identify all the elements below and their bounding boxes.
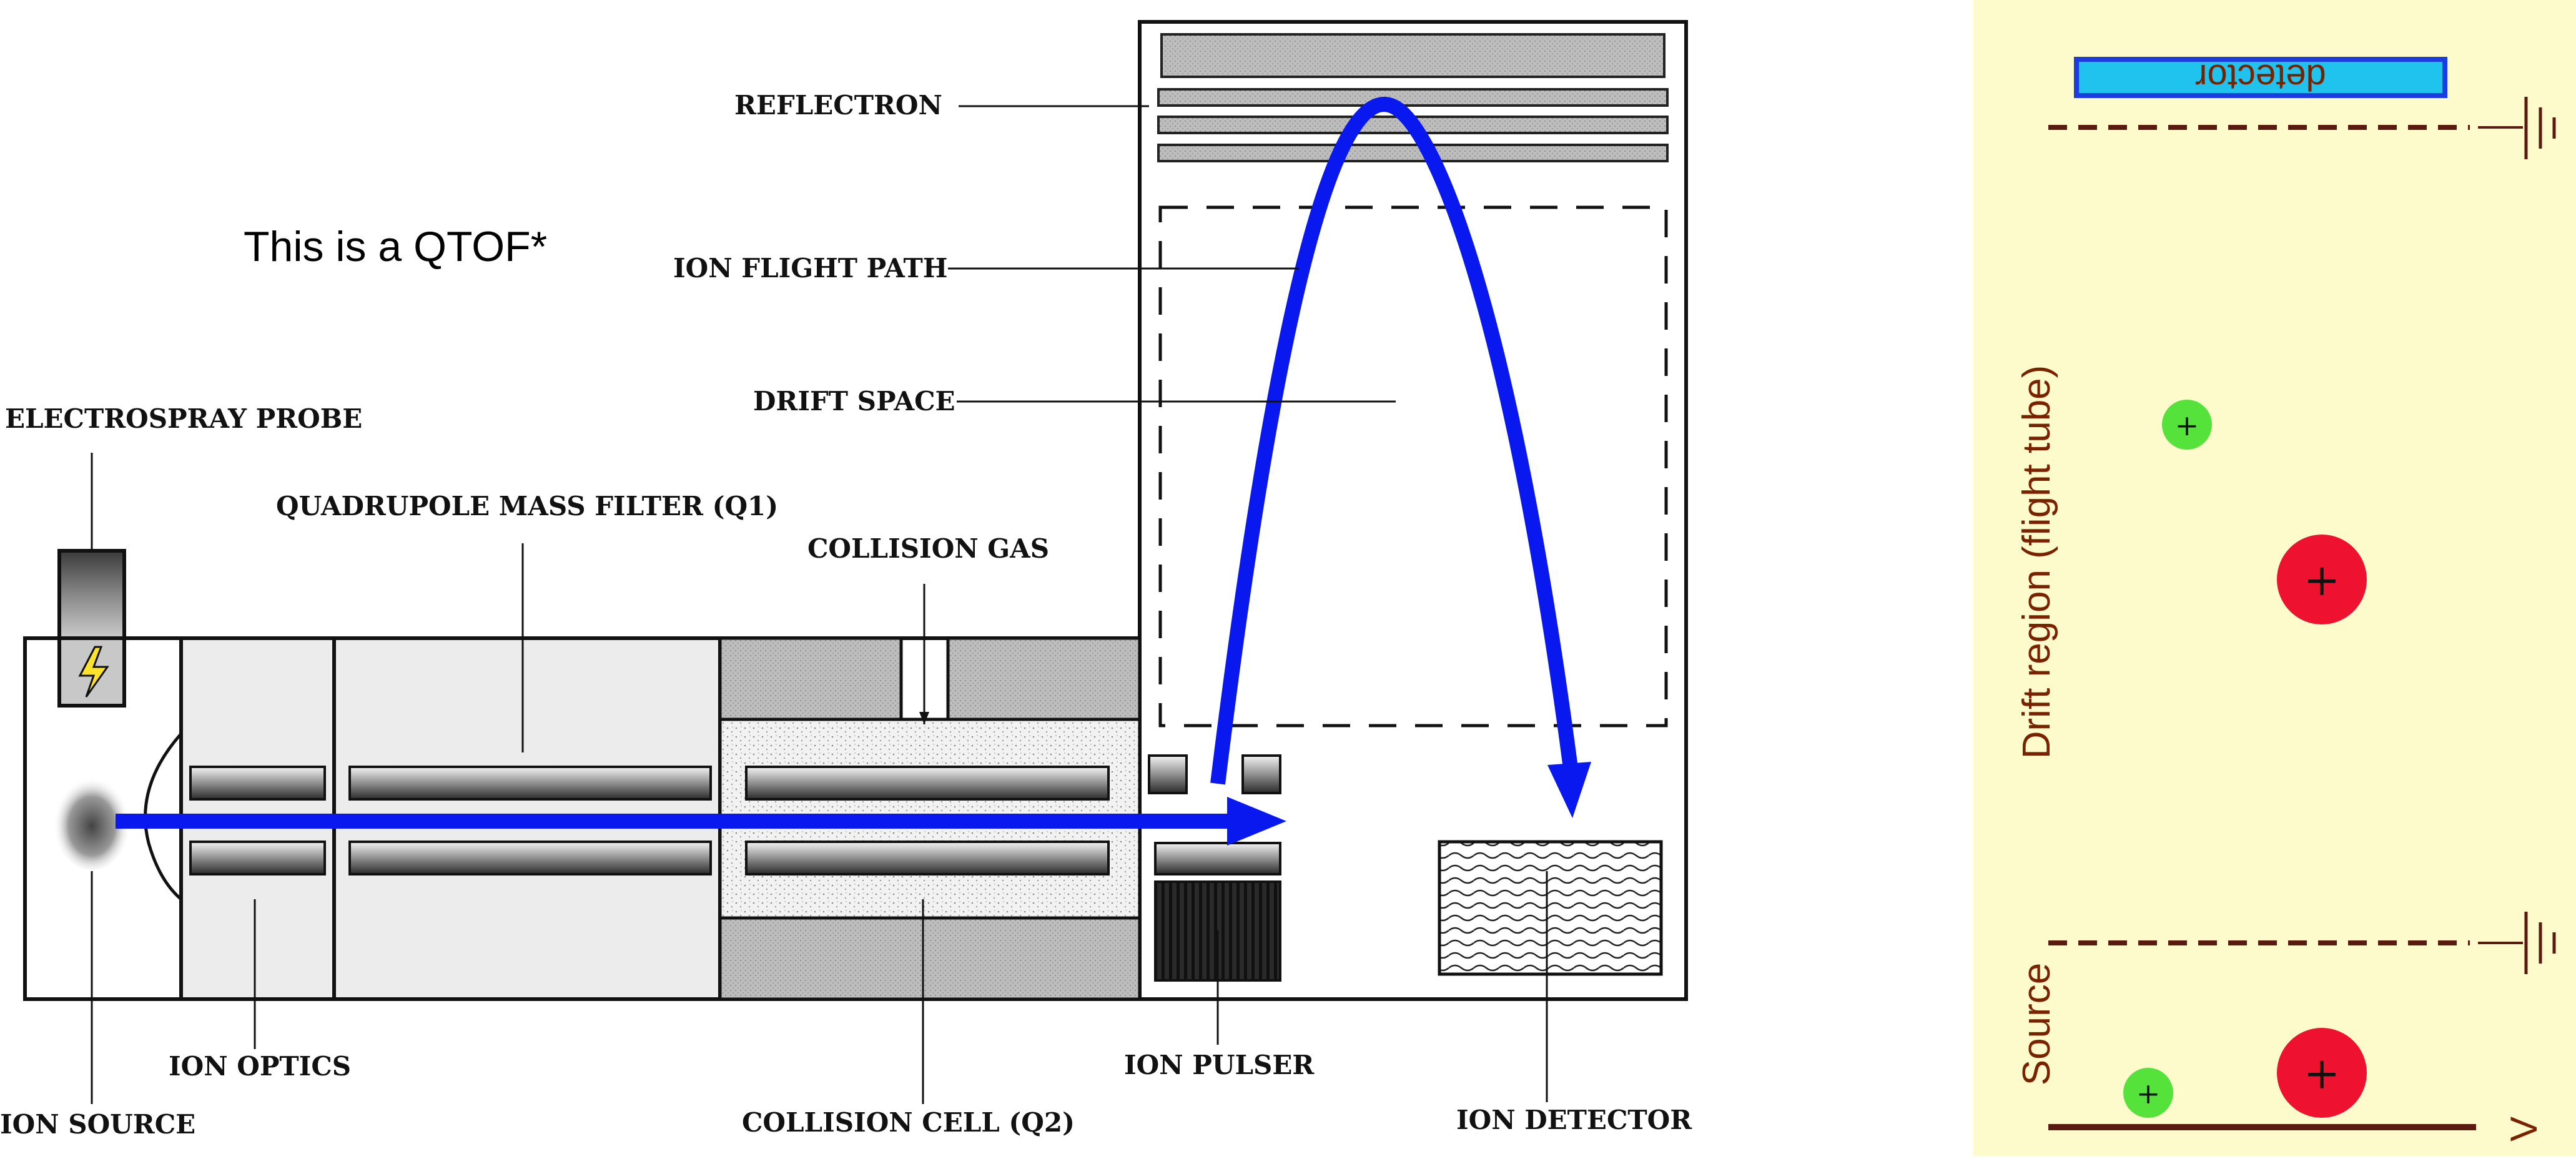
panel-background bbox=[1973, 0, 2576, 1156]
voltage-label: V bbox=[2503, 1117, 2545, 1142]
drift-region-label: Drift region (flight tube) bbox=[2015, 365, 2058, 759]
label-ion-flight-path: ION FLIGHT PATH bbox=[673, 253, 947, 284]
svg-text:+: + bbox=[2136, 1077, 2161, 1110]
svg-text:+: + bbox=[2304, 1048, 2341, 1099]
label-drift-space: DRIFT SPACE bbox=[753, 386, 955, 417]
ion-beam-arrow bbox=[116, 797, 1286, 846]
light-ion-drift bbox=[2162, 400, 2212, 450]
tof-principle-panel: detector V Drift region (flight tube) So… bbox=[1973, 0, 2576, 1156]
detector-bar bbox=[2074, 57, 2447, 98]
svg-text:+: + bbox=[2304, 555, 2341, 606]
bottom-ground-icon bbox=[2524, 912, 2556, 974]
label-quadrupole: QUADRUPOLE MASS FILTER (Q1) bbox=[276, 491, 778, 521]
detector-label: detector bbox=[2195, 57, 2326, 97]
spray-plume bbox=[53, 772, 131, 870]
label-electrospray-probe: ELECTROSPRAY PROBE bbox=[5, 403, 362, 434]
light-ion-source bbox=[2123, 1068, 2173, 1118]
top-ground-icon bbox=[2524, 97, 2556, 159]
ion-detector-block bbox=[1438, 840, 1663, 976]
label-reflectron: REFLECTRON bbox=[734, 90, 942, 121]
label-ion-pulser: ION PULSER bbox=[1124, 1050, 1315, 1080]
drift-space-box bbox=[1158, 205, 1668, 727]
source-label: Source bbox=[2015, 963, 2058, 1085]
electrospray-probe bbox=[57, 549, 126, 708]
qtof-note: This is a QTOF* bbox=[244, 223, 547, 270]
heavy-ion-source bbox=[2277, 1028, 2367, 1118]
label-collision-gas: COLLISION GAS bbox=[807, 533, 1049, 564]
label-collision-cell: COLLISION CELL (Q2) bbox=[742, 1107, 1075, 1138]
flight-path-arrow bbox=[1210, 97, 1591, 818]
reflectron bbox=[1157, 33, 1669, 162]
heavy-ion-drift bbox=[2277, 535, 2367, 624]
label-ion-detector: ION DETECTOR bbox=[1456, 1105, 1692, 1135]
svg-text:+: + bbox=[2175, 408, 2199, 442]
label-ion-source: ION SOURCE bbox=[0, 1109, 195, 1140]
lightning-icon bbox=[78, 646, 109, 698]
label-ion-optics: ION OPTICS bbox=[169, 1051, 351, 1082]
